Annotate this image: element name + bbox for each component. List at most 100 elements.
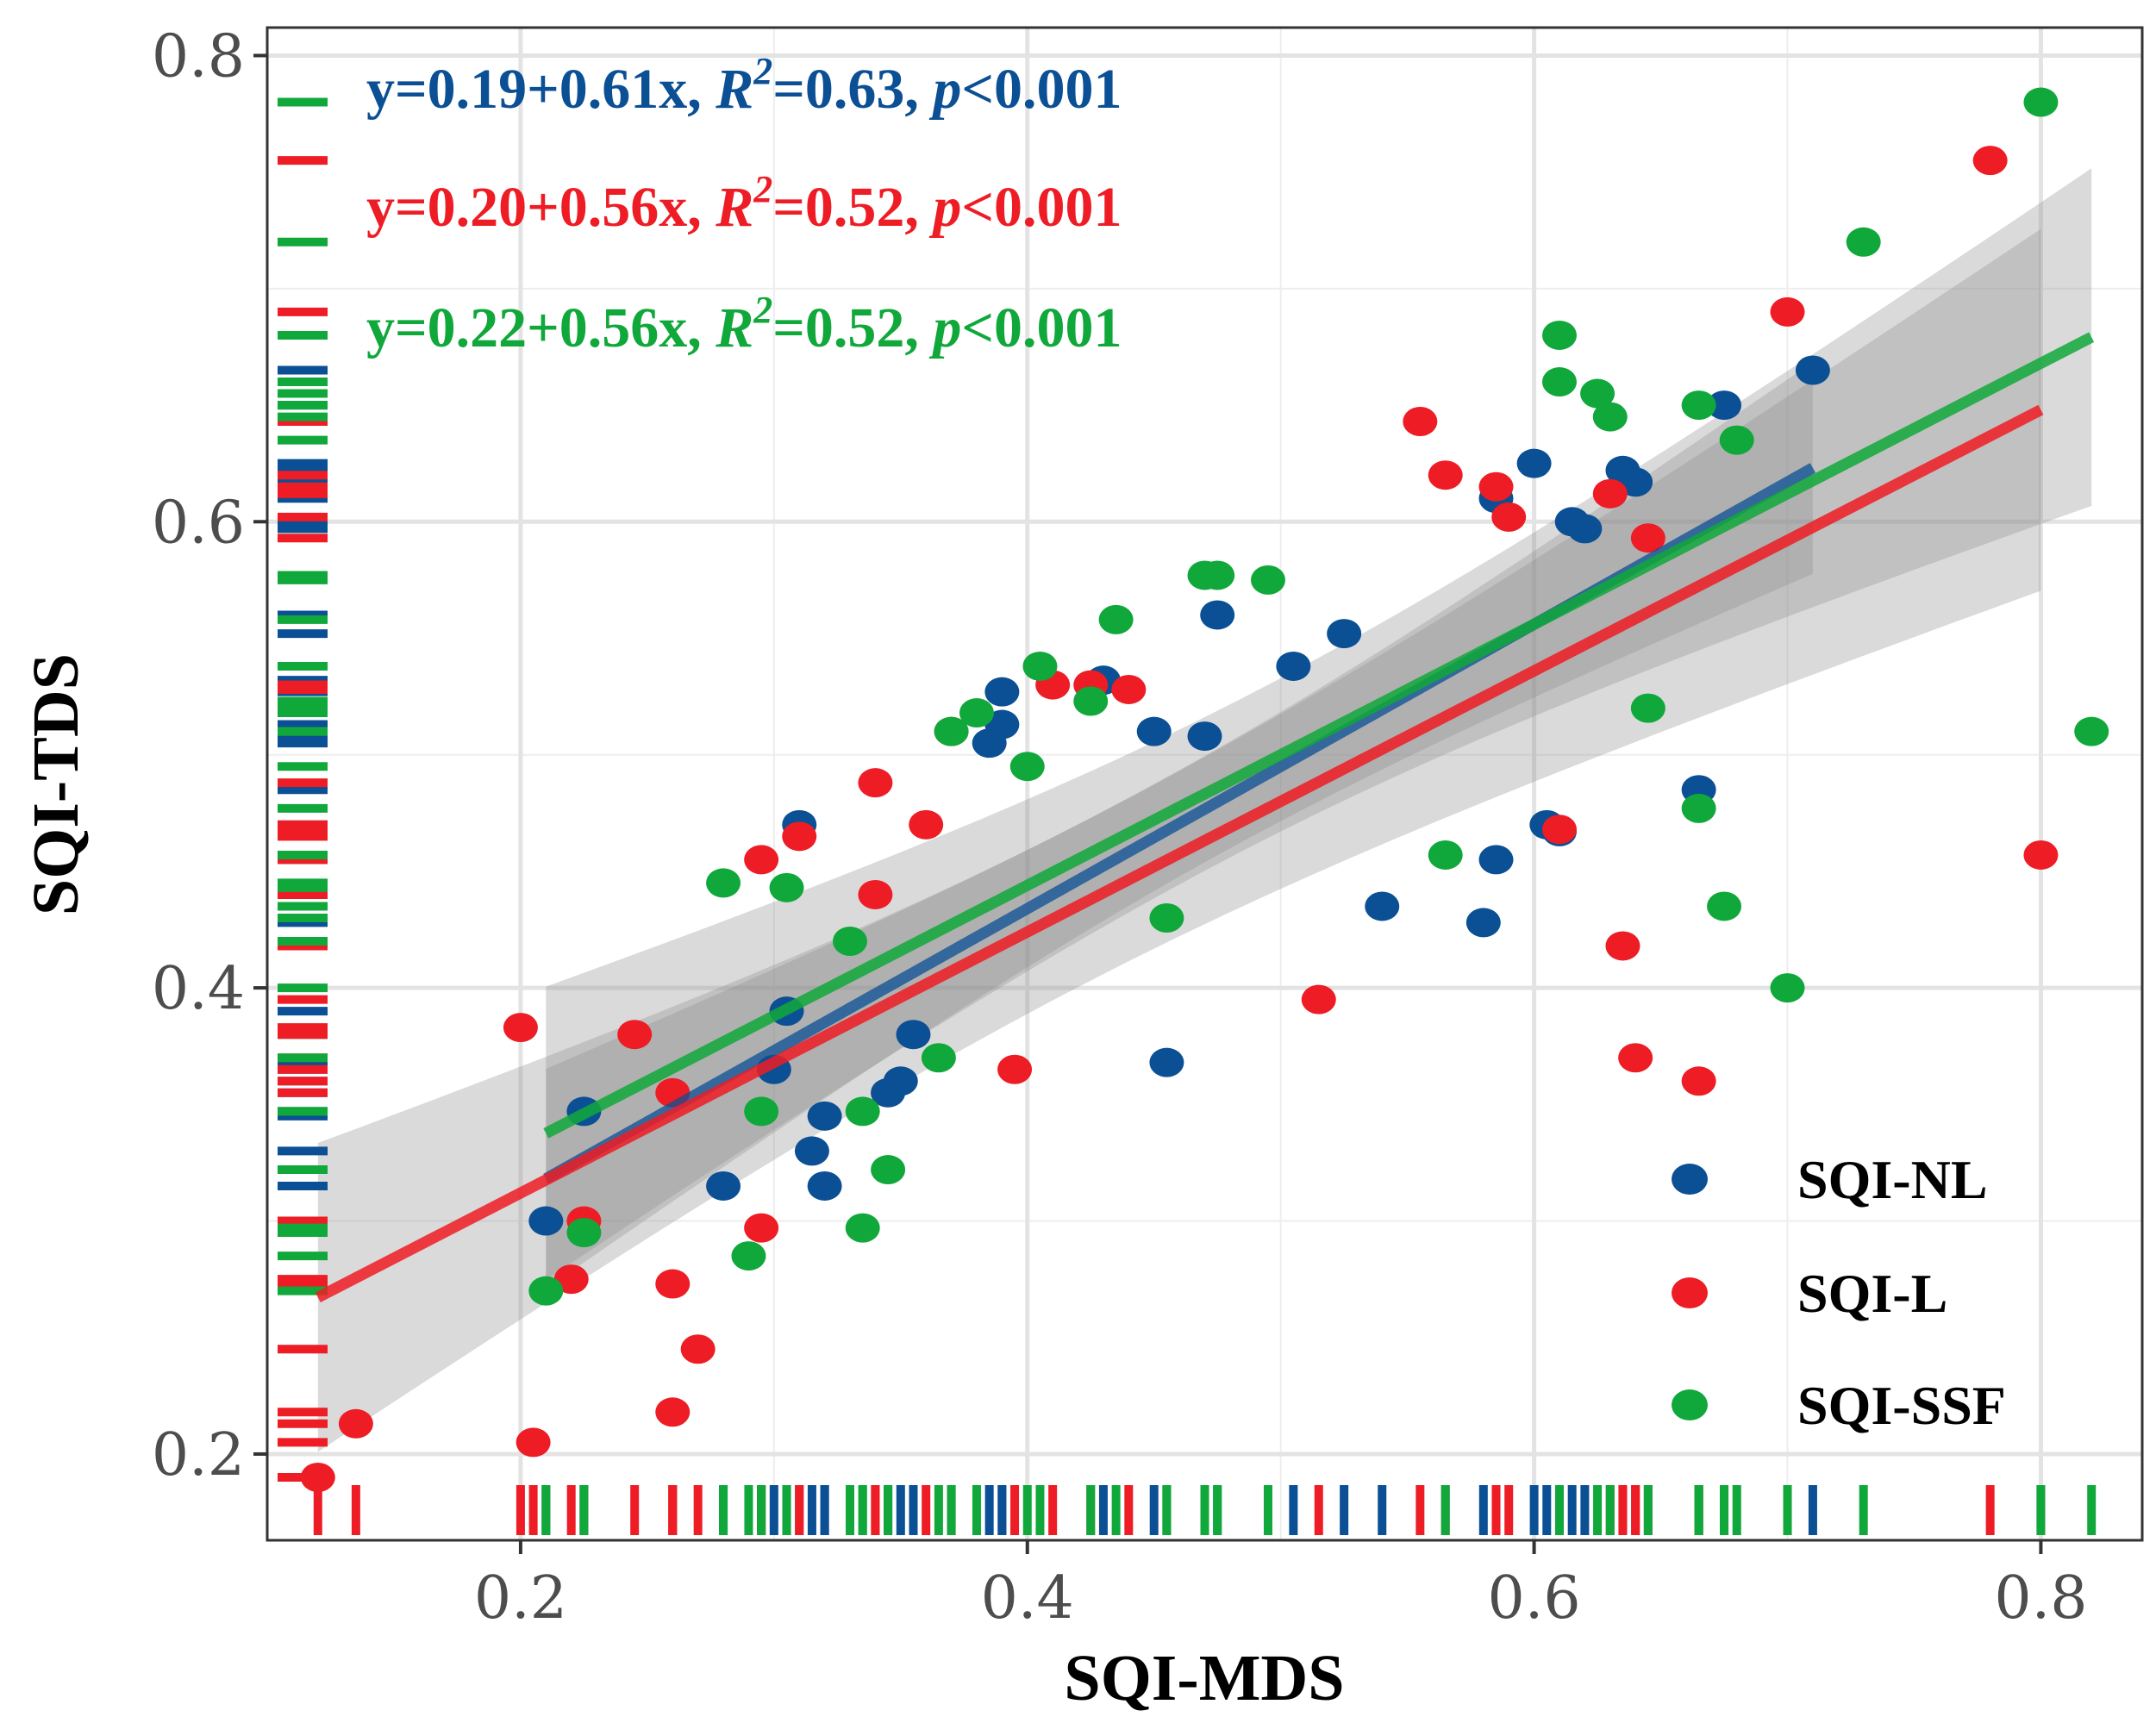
point-1-27 [1541,815,1577,845]
point-2-6 [833,927,868,957]
legend-marker-0 [1672,1164,1708,1195]
point-2-16 [1098,604,1134,634]
point-0-7 [807,1101,842,1131]
point-2-19 [1200,560,1235,590]
point-2-26 [1630,693,1665,723]
point-1-10 [680,1334,716,1364]
point-1-26 [1491,502,1527,532]
y-tick-label-2: 0.6 [152,489,245,557]
point-0-19 [1200,600,1235,630]
point-1-31 [1630,523,1665,553]
point-2-8 [845,1213,880,1243]
confidence-band-1 [317,228,2041,1452]
point-0-21 [1327,619,1362,649]
equation-sup-0: 2 [753,50,772,92]
point-0-0 [528,1206,564,1236]
equation-p-value-1: <0.001 [961,176,1122,239]
legend-marker-1 [1672,1277,1708,1308]
point-1-3 [516,1427,551,1458]
y-tick-label-0: 0.2 [152,1421,245,1489]
equation-p-1: p [928,176,961,239]
point-1-34 [1972,146,2008,176]
point-2-3 [731,1241,766,1271]
point-2-13 [1009,752,1045,782]
point-0-13 [984,709,1020,740]
point-1-28 [1592,478,1628,509]
legend-label-0: SQI-NL [1797,1149,1988,1210]
point-0-18 [1187,721,1222,752]
point-2-7 [845,1096,880,1127]
point-2-21 [1428,840,1463,870]
point-1-1 [338,1408,373,1439]
equation-prefix-1: y=0.20+0.56x, [366,176,716,239]
equation-p-value-2: <0.001 [961,297,1122,359]
equation-p-value-0: <0.001 [961,58,1122,121]
point-1-11 [744,845,779,875]
point-2-10 [921,1043,956,1073]
legend-label-1: SQI-L [1797,1263,1947,1324]
equation-r-0: R [715,58,753,121]
point-1-2 [503,1013,538,1043]
point-2-29 [1707,891,1742,921]
point-1-33 [1770,297,1805,327]
point-0-8 [807,1171,842,1201]
equation-prefix-0: y=0.19+0.61x, [366,58,716,121]
equation-stat-0: =0.63, [772,58,933,121]
plot-border [266,26,2144,1542]
equation-2: y=0.22+0.56x, R2=0.52, p<0.001 [366,289,1122,359]
point-2-28 [1681,793,1716,823]
x-tick-label-0: 0.2 [474,1564,567,1632]
point-1-15 [858,879,893,909]
equation-p-0: p [928,58,961,121]
point-2-27 [1681,390,1716,421]
fit-lines [315,332,2095,1303]
point-0-11 [896,1020,931,1050]
point-0-2 [706,1171,741,1201]
point-2-17 [1149,902,1184,933]
legend: SQI-NL SQI-L SQI-SSF [1672,1149,2006,1436]
point-2-30 [1719,425,1754,455]
point-1-25 [1478,471,1514,502]
equation-r-1: R [715,176,753,239]
point-2-22 [1541,320,1577,350]
equation-prefix-2: y=0.22+0.56x, [366,297,716,359]
point-0-35 [1795,355,1830,385]
point-1-32 [1681,1066,1716,1096]
point-1-21 [1111,674,1147,704]
point-1-24 [1428,460,1463,490]
point-0-16 [1136,716,1172,746]
point-2-5 [769,872,804,902]
point-0-34 [1707,390,1742,421]
x-tick-label-1: 0.4 [981,1564,1074,1632]
axis-ticks: 0.2 0.4 0.6 0.8 0.2 0.4 0.6 0.8 [152,22,2088,1632]
point-2-9 [871,1155,906,1185]
x-axis-title: SQI-MDS [1064,1642,1344,1714]
point-1-16 [909,809,944,840]
point-2-2 [706,868,741,898]
equation-p-2: p [928,297,961,359]
y-tick-label-1: 0.4 [152,955,245,1023]
point-0-26 [1516,448,1552,478]
point-1-30 [1618,1043,1653,1073]
legend-marker-2 [1672,1389,1708,1420]
legend-label-2: SQI-SSF [1797,1375,2006,1436]
y-tick-label-3: 0.8 [152,22,245,91]
point-0-22 [1365,891,1400,921]
point-2-11 [934,716,969,746]
point-2-4 [744,1096,779,1127]
point-0-23 [1465,908,1501,938]
equation-sup-2: 2 [753,289,772,331]
point-0-30 [1567,514,1603,544]
point-2-24 [1580,378,1615,409]
data-points [300,87,2109,1492]
point-1-8 [655,1269,691,1299]
point-2-31 [1770,973,1805,1003]
point-2-23 [1541,367,1577,397]
point-2-12 [959,698,994,728]
regression-equations: y=0.19+0.61x, R2=0.63, p<0.001y=0.20+0.5… [366,50,1122,359]
point-2-14 [1022,651,1058,681]
x-tick-label-3: 0.8 [1994,1564,2087,1632]
x-tick-label-2: 0.6 [1488,1564,1581,1632]
y-axis-title: SQI-TDS [20,653,92,915]
